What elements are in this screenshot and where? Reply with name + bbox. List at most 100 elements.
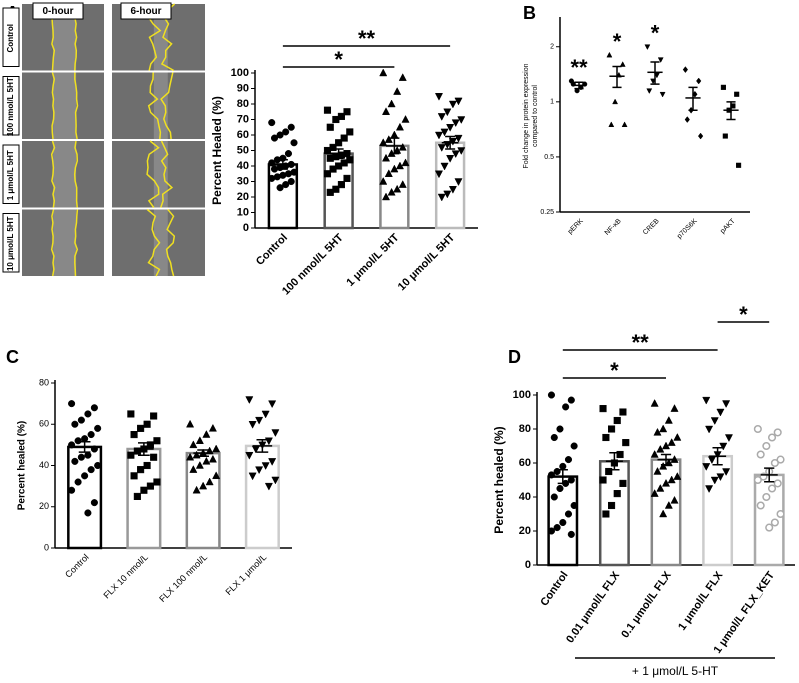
data-point bbox=[94, 461, 102, 470]
row-label: 10 μmol/L 5HT bbox=[6, 216, 15, 271]
y-axis-label: Fold change in protein expression bbox=[523, 63, 530, 168]
data-point bbox=[606, 51, 613, 58]
data-point bbox=[667, 475, 676, 484]
column-label-box bbox=[120, 2, 172, 20]
wound-gap bbox=[153, 4, 168, 71]
x-tick-label: Control bbox=[254, 232, 290, 268]
y-tick-label: 0 bbox=[44, 542, 49, 552]
data-point bbox=[140, 486, 148, 494]
data-point bbox=[547, 471, 555, 479]
x-tick-label: 100 nmol/L 5HT bbox=[280, 232, 346, 298]
x-tick-label: CREB bbox=[642, 218, 661, 237]
data-point bbox=[608, 501, 616, 510]
error-bar bbox=[389, 137, 400, 155]
data-point bbox=[346, 128, 354, 136]
data-point bbox=[559, 462, 567, 470]
wound-edge bbox=[73, 140, 79, 208]
data-point bbox=[271, 476, 280, 485]
error-bar bbox=[445, 135, 456, 150]
data-point bbox=[276, 184, 284, 192]
data-point bbox=[659, 509, 668, 518]
data-point bbox=[208, 454, 217, 463]
data-point bbox=[381, 107, 391, 115]
data-point bbox=[245, 451, 254, 460]
data-point bbox=[87, 466, 95, 474]
data-point bbox=[653, 467, 662, 475]
row-label: 100 nmol/L 5HT bbox=[6, 77, 15, 136]
data-point bbox=[770, 458, 779, 468]
data-point bbox=[705, 485, 714, 493]
data-point bbox=[762, 441, 771, 451]
wound-edge bbox=[160, 72, 174, 140]
data-point bbox=[398, 180, 407, 188]
wound-edge bbox=[74, 72, 79, 140]
significance-label: * bbox=[610, 358, 619, 383]
y-tick-label: 100 bbox=[513, 389, 531, 401]
data-point bbox=[664, 416, 673, 424]
data-point bbox=[659, 424, 668, 433]
error-bar bbox=[78, 441, 91, 453]
data-point bbox=[130, 431, 138, 439]
data-point bbox=[562, 403, 570, 411]
data-point bbox=[684, 116, 690, 123]
data-point bbox=[326, 188, 334, 196]
data-point bbox=[619, 408, 627, 416]
row-label: Control bbox=[6, 24, 15, 52]
error-bar bbox=[197, 449, 209, 457]
y-tick-label: 90 bbox=[237, 82, 249, 94]
data-point bbox=[454, 97, 463, 106]
data-point bbox=[282, 181, 290, 189]
data-point bbox=[137, 424, 145, 432]
data-point bbox=[208, 423, 217, 432]
data-point bbox=[696, 77, 702, 85]
y-tick-label: 40 bbox=[519, 491, 531, 503]
data-point bbox=[90, 404, 98, 412]
x-tick-label: 1 μmol/L 5HT bbox=[344, 231, 401, 288]
data-point bbox=[335, 139, 343, 147]
data-point bbox=[384, 135, 393, 143]
data-point bbox=[599, 405, 607, 413]
panel-label: B bbox=[523, 3, 536, 23]
data-point bbox=[71, 420, 79, 428]
data-point bbox=[195, 461, 204, 469]
data-point bbox=[343, 174, 351, 182]
significance-label: * bbox=[651, 21, 660, 46]
data-point bbox=[81, 472, 89, 480]
data-point bbox=[448, 100, 457, 109]
significance-label: * bbox=[334, 47, 343, 72]
data-point bbox=[734, 91, 740, 97]
data-point bbox=[670, 404, 679, 412]
data-point bbox=[457, 116, 466, 124]
data-point bbox=[205, 477, 214, 486]
data-point bbox=[186, 452, 195, 461]
data-point bbox=[84, 451, 92, 459]
wound-gap bbox=[53, 141, 77, 208]
significance-label: ** bbox=[570, 55, 588, 80]
data-point bbox=[153, 478, 161, 486]
data-point bbox=[673, 472, 682, 480]
data-point bbox=[710, 417, 719, 425]
data-point bbox=[653, 427, 662, 436]
x-tick-label: p70S6K bbox=[676, 218, 699, 241]
data-point bbox=[381, 192, 391, 201]
data-point bbox=[724, 434, 733, 442]
y-tick-label: 80 bbox=[519, 423, 531, 435]
data-point bbox=[192, 485, 201, 494]
data-point bbox=[150, 412, 158, 420]
error-bar bbox=[612, 65, 622, 89]
y-axis-label: Percent Healed (%) bbox=[210, 96, 224, 205]
data-point bbox=[290, 139, 298, 147]
data-point bbox=[248, 421, 257, 429]
data-point bbox=[716, 408, 725, 417]
data-point bbox=[395, 122, 404, 131]
data-point bbox=[77, 453, 85, 461]
y-tick-label: 0 bbox=[525, 559, 531, 571]
data-point bbox=[753, 424, 762, 434]
group-label: + 1 μmol/L 5-HT bbox=[632, 664, 719, 678]
data-point bbox=[451, 150, 460, 159]
y-axis-label: compared to control bbox=[532, 85, 539, 147]
data-point bbox=[189, 440, 198, 449]
data-point bbox=[767, 484, 777, 493]
data-point bbox=[644, 44, 651, 51]
data-point bbox=[326, 154, 334, 162]
